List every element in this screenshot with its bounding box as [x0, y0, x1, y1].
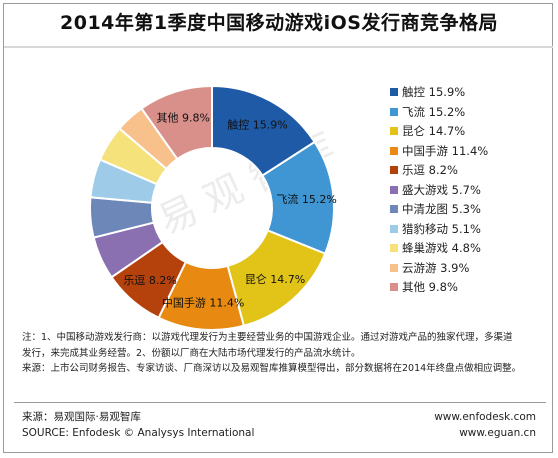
legend-item: 蜂巢游戏 4.8%: [390, 239, 540, 259]
legend-item: 云游游 3.9%: [390, 259, 540, 279]
legend-label: 飞流 15.2%: [402, 104, 466, 119]
legend-label: 中清龙图 5.3%: [402, 202, 481, 216]
note-definition: 注：1、中国移动游戏发行商：以游戏代理发行为主要经营业务的中国游戏企业。通过对游…: [22, 332, 513, 359]
legend-swatch: [390, 166, 398, 174]
title-divider: [4, 46, 553, 48]
legend-swatch: [390, 224, 398, 233]
source-en: SOURCE: Enfodesk © Analysys Internationa…: [22, 427, 255, 439]
legend-item: 中清龙图 5.3%: [390, 200, 540, 220]
legend-swatch: [390, 88, 398, 96]
slice-data-label: 其他 9.8%: [156, 111, 209, 124]
legend-label: 其他 9.8%: [402, 280, 458, 294]
legend-label: 云游游 3.9%: [402, 260, 470, 275]
note-source-method: 来源：上市公司财务报告、专家访谈、厂商深访以及易观智库推算模型得出，部分数据将在…: [22, 363, 522, 374]
legend-swatch: [390, 205, 398, 213]
legend-swatch: [390, 244, 398, 252]
legend-swatch: [390, 127, 398, 135]
url-eguan: www.eguan.cn: [459, 427, 536, 439]
legend-item: 中国手游 11.4%: [390, 142, 540, 162]
source-block: 来源：易观国际·易观智库 SOURCE: Enfodesk © Analysys…: [22, 409, 254, 441]
legend-item: 飞流 15.2%: [390, 103, 540, 123]
legend-swatch: [390, 263, 398, 272]
legend-label: 蜂巢游戏 4.8%: [402, 241, 481, 255]
legend-swatch: [390, 107, 398, 116]
chart-legend: 触控 15.9% 飞流 15.2% 昆仑 14.7% 中国手游 11.4% 乐逗 8.2…: [390, 83, 540, 298]
legend-item: 猎豹移动 5.1%: [390, 220, 540, 240]
legend-label: 盛大游戏 5.7%: [402, 182, 481, 197]
legend-item: 其他 9.8%: [390, 278, 540, 298]
legend-item: 乐逗 8.2%: [390, 161, 540, 181]
donut-slice: [140, 84, 213, 161]
source-cn: 来源：易观国际·易观智库: [22, 411, 141, 423]
chart-notes: 注：1、中国移动游戏发行商：以游戏代理发行为主要经营业务的中国游戏企业。通过对游…: [22, 330, 522, 377]
slice-data-label: 飞流 15.2%: [276, 192, 336, 206]
chart-title: 2014年第1季度中国移动游戏iOS发行商竞争格局: [60, 12, 498, 34]
legend-label: 乐逗 8.2%: [402, 163, 458, 177]
legend-label: 昆仑 14.7%: [402, 124, 466, 138]
legend-label: 触控 15.9%: [402, 85, 466, 99]
slice-data-label: 触控 15.9%: [227, 118, 287, 132]
slice-data-label: 中国手游 11.4%: [162, 296, 244, 310]
footer-divider: [14, 402, 546, 403]
url-enfodesk: www.enfodesk.com: [434, 411, 536, 423]
legend-item: 昆仑 14.7%: [390, 122, 540, 142]
legend-swatch: [390, 185, 398, 194]
url-block: www.enfodesk.com www.eguan.cn: [434, 409, 536, 441]
slice-data-label: 昆仑 14.7%: [245, 272, 305, 286]
legend-label: 中国手游 11.4%: [402, 143, 489, 158]
slice-data-label: 乐逗 8.2%: [123, 274, 176, 287]
legend-item: 盛大游戏 5.7%: [390, 181, 540, 201]
legend-swatch: [390, 146, 398, 155]
legend-label: 猎豹移动 5.1%: [402, 221, 481, 236]
legend-swatch: [390, 283, 398, 291]
legend-item: 触控 15.9%: [390, 83, 540, 103]
